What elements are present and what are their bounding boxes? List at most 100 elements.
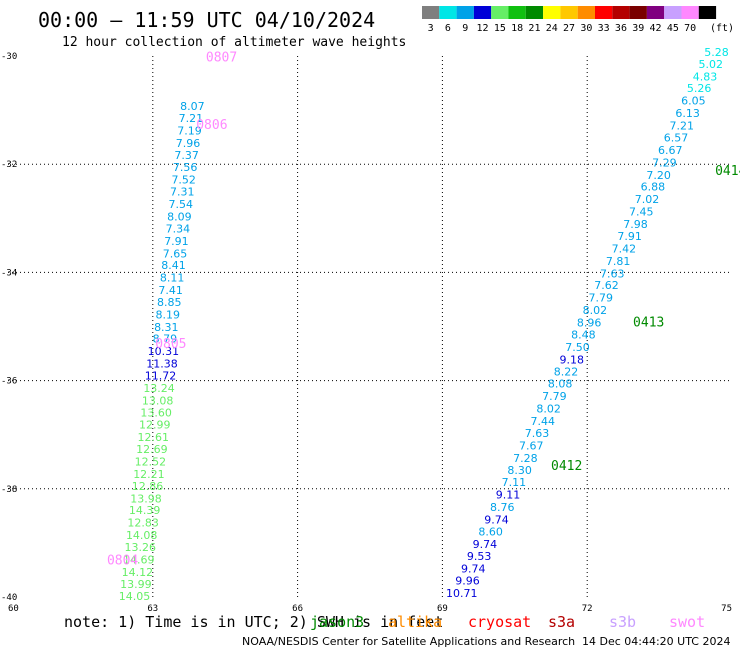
wave-height-value: 13.24 bbox=[143, 382, 175, 395]
satellite-name: s3a bbox=[548, 613, 575, 631]
wave-height-value: 6.88 bbox=[641, 181, 666, 194]
legend-label: 9 bbox=[462, 23, 468, 34]
x-tick-label: 72 bbox=[582, 604, 593, 614]
legend-label: 36 bbox=[615, 23, 627, 34]
wave-height-value: 12.86 bbox=[132, 480, 164, 493]
x-tick-label: 63 bbox=[147, 604, 158, 614]
legend-label: 42 bbox=[650, 23, 662, 34]
plot-grid bbox=[8, 56, 732, 597]
legend-swatch bbox=[525, 6, 544, 19]
y-tick-label: -40 bbox=[1, 593, 17, 603]
legend-swatch bbox=[577, 6, 595, 19]
pass-time-label: 0804 bbox=[107, 554, 138, 569]
wave-height-value: 10.31 bbox=[148, 345, 180, 358]
legend-swatch bbox=[473, 6, 492, 19]
wave-height-value: 7.28 bbox=[513, 452, 538, 465]
wave-height-value: 8.96 bbox=[577, 317, 602, 330]
wave-height-value: 7.79 bbox=[588, 292, 613, 305]
wave-height-value: 7.50 bbox=[565, 341, 590, 354]
legend-label: 18 bbox=[511, 23, 523, 34]
wave-height-value: 11.38 bbox=[146, 358, 178, 371]
wave-height-value: 12.52 bbox=[135, 456, 167, 469]
wave-height-value: 8.02 bbox=[583, 304, 608, 317]
wave-height-value: 8.09 bbox=[167, 210, 192, 223]
wave-height-value: 7.91 bbox=[617, 230, 642, 243]
legend-label: 12 bbox=[477, 23, 489, 34]
wave-height-value: 6.05 bbox=[681, 95, 706, 108]
legend-label: 39 bbox=[632, 23, 644, 34]
wave-height-value: 7.81 bbox=[606, 255, 631, 268]
wave-height-value: 7.63 bbox=[600, 267, 625, 280]
wave-height-value: 14.69 bbox=[123, 553, 155, 566]
footer-timestamp: 14 Dec 04:44:20 UTC 2024 bbox=[582, 635, 730, 648]
wave-height-value: 8.31 bbox=[154, 321, 179, 334]
wave-height-value: 8.11 bbox=[160, 272, 185, 285]
wave-height-value: 8.19 bbox=[156, 308, 181, 321]
x-tick-label: 69 bbox=[437, 604, 448, 614]
wave-height-value: 7.62 bbox=[594, 279, 619, 292]
satellite-name: jason3 bbox=[310, 613, 364, 631]
legend-swatch bbox=[543, 6, 561, 19]
x-tick-label: 60 bbox=[8, 604, 19, 614]
wave-height-value: 7.44 bbox=[531, 415, 556, 428]
wave-height-value: 7.41 bbox=[158, 284, 183, 297]
wave-height-value: 7.11 bbox=[502, 476, 527, 489]
wave-height-value: 8.07 bbox=[180, 100, 205, 113]
wave-height-value: 13.98 bbox=[130, 492, 162, 505]
legend-swatch bbox=[664, 6, 682, 19]
wave-height-value: 7.91 bbox=[164, 235, 189, 248]
legend-swatch bbox=[422, 6, 440, 19]
wave-height-value: 7.67 bbox=[519, 439, 544, 452]
wave-height-value: 7.02 bbox=[635, 193, 660, 206]
pass-time-label: 0414 bbox=[715, 164, 740, 179]
legend-swatch bbox=[698, 6, 717, 19]
wave-height-value: 12.69 bbox=[136, 443, 168, 456]
wave-height-value: 7.31 bbox=[170, 186, 195, 199]
wave-height-value: 9.74 bbox=[461, 563, 486, 576]
wave-height-value: 8.85 bbox=[157, 296, 182, 309]
wave-height-value: 5.02 bbox=[699, 58, 724, 71]
footer-note: note: 1) Time is in UTC; 2) SWH is in fe… bbox=[64, 613, 443, 631]
satellite-name: s3b bbox=[609, 613, 636, 631]
wave-height-value: 6.57 bbox=[664, 131, 689, 144]
wave-height-value: 12.83 bbox=[127, 517, 159, 530]
wave-height-value: 7.56 bbox=[173, 161, 198, 174]
y-tick-label: -30 bbox=[1, 52, 17, 62]
x-tick-label: 75 bbox=[721, 604, 732, 614]
wave-height-value: 7.79 bbox=[542, 390, 567, 403]
wave-height-value: 8.08 bbox=[548, 378, 573, 391]
chart-title: 00:00 – 11:59 UTC 04/10/2024 bbox=[38, 8, 375, 32]
wave-height-value: 5.28 bbox=[704, 46, 729, 59]
legend-swatch bbox=[629, 6, 647, 19]
wave-height-value: 8.48 bbox=[571, 328, 596, 341]
chart-subtitle: 12 hour collection of altimeter wave hei… bbox=[62, 35, 406, 50]
legend-swatch bbox=[491, 6, 509, 19]
track-a: 14.0513.9914.1214.6913.2614.0812.8314.39… bbox=[107, 50, 237, 603]
satellite-name: altika bbox=[388, 613, 442, 631]
footer-credit: NOAA/NESDIS Center for Satellite Applica… bbox=[242, 635, 575, 648]
wave-height-value: 6.13 bbox=[675, 107, 700, 120]
wave-height-value: 14.39 bbox=[129, 504, 161, 517]
x-tick-label: 66 bbox=[292, 604, 303, 614]
pass-time-label: 0806 bbox=[196, 118, 227, 133]
wave-height-value: 7.20 bbox=[646, 169, 671, 182]
wave-height-value: 13.08 bbox=[142, 394, 174, 407]
wave-height-value: 6.67 bbox=[658, 144, 683, 157]
wave-height-value: 12.21 bbox=[133, 468, 165, 481]
wave-height-value: 5.26 bbox=[687, 82, 712, 95]
wave-height-value: 13.99 bbox=[120, 578, 152, 591]
wave-height-value: 9.96 bbox=[455, 575, 480, 588]
wave-height-value: 7.34 bbox=[166, 222, 191, 235]
wave-height-value: 7.65 bbox=[163, 247, 188, 260]
legend-label: 70 bbox=[684, 23, 696, 34]
wave-height-value: 8.60 bbox=[478, 525, 503, 538]
wave-height-value: 8.30 bbox=[507, 464, 532, 477]
legend-swatch bbox=[439, 6, 457, 19]
wave-height-value: 7.37 bbox=[174, 149, 199, 162]
wave-height-value: 7.21 bbox=[670, 120, 695, 133]
wave-height-value: 12.61 bbox=[138, 431, 170, 444]
wave-height-value: 8.41 bbox=[161, 259, 186, 272]
wave-height-value: 14.12 bbox=[122, 566, 154, 579]
wave-height-value: 9.74 bbox=[484, 513, 509, 526]
